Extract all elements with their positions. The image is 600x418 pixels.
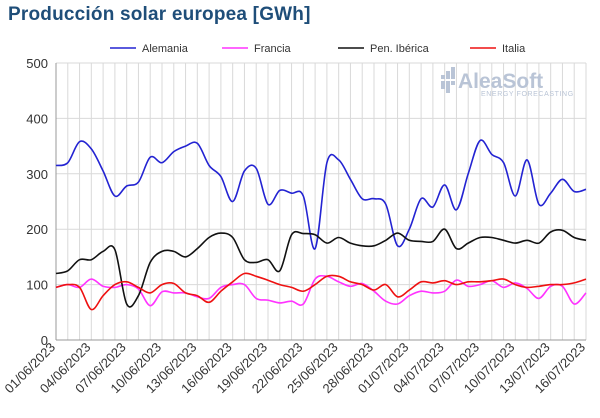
y-tick-label: 500 [26,56,48,71]
logo-wordmark: AleaSoft [458,70,543,93]
series-lines [55,139,587,311]
y-tick-label: 0 [41,333,48,348]
aleasoft-logo: AleaSoft ENERGY FORECASTING [441,67,574,98]
series-line-alemania [55,139,587,250]
y-tick-label: 100 [26,278,48,293]
legend-label-francia: Francia [254,43,292,55]
series-line-pen-iberica [55,228,587,308]
grid [55,62,587,341]
legend-label-italia: Italia [502,43,526,55]
legend-label-alemania: Alemania [142,43,189,55]
series-line-italia [55,272,587,311]
chart-title: Producción solar europea [GWh] [8,4,311,25]
y-tick-label: 400 [26,111,48,126]
axes [55,63,586,341]
y-tick-label: 300 [26,167,48,182]
legend: Alemania Francia Pen. Ibérica Italia [110,43,526,55]
legend-label-pen-iberica: Pen. Ibérica [370,43,430,55]
y-tick-label: 200 [26,222,48,237]
y-tick-labels: 0 100 200 300 400 500 [26,56,48,348]
logo-tagline: ENERGY FORECASTING [481,91,574,98]
aleasoft-logo-icon [441,67,455,93]
x-tick-labels: 01/06/202304/06/202307/06/202310/06/2023… [1,340,588,397]
series-line-francia [55,274,587,307]
